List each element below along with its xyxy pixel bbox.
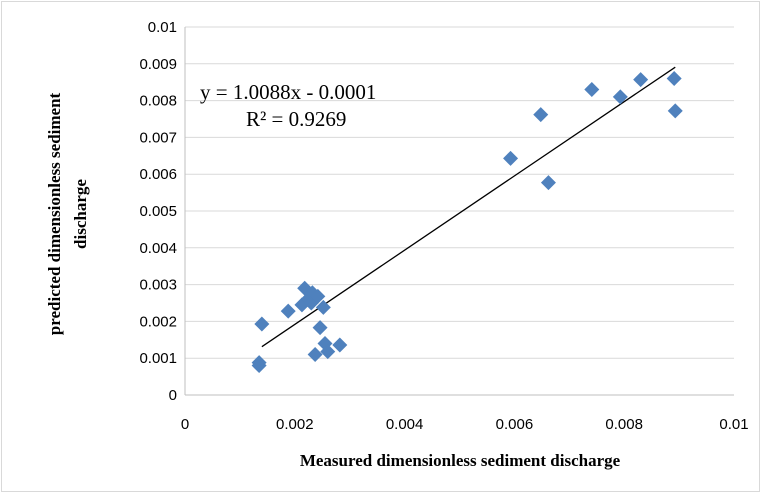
data-point	[280, 303, 296, 319]
data-point	[307, 347, 323, 363]
trendline	[261, 66, 676, 348]
data-point	[612, 89, 628, 105]
data-points	[251, 71, 683, 374]
x-tick-label: 0.01	[719, 416, 748, 433]
r-squared-label: R² = 0.9269	[246, 107, 346, 131]
y-tick-label: 0.007	[139, 129, 177, 146]
x-tick-labels: 0 0.002 0.004 0.006 0.008 0.01	[181, 416, 749, 433]
data-point	[310, 288, 326, 304]
gridlines	[185, 26, 734, 359]
y-tick-label: 0.003	[139, 277, 177, 294]
y-axis-title-line-2: discharge	[71, 179, 90, 249]
x-tick-label: 0	[181, 416, 189, 433]
y-tick-label: 0.004	[139, 240, 177, 257]
data-point	[312, 320, 328, 336]
data-point	[251, 355, 267, 371]
y-tick-label: 0.009	[139, 56, 177, 73]
data-point	[315, 299, 331, 315]
y-tick-label: 0.005	[139, 203, 177, 220]
x-axis-title: Measured dimensionless sediment discharg…	[300, 451, 621, 470]
y-tick-label: 0.008	[139, 93, 177, 110]
data-point	[533, 107, 549, 123]
x-tick-label: 0.002	[276, 416, 314, 433]
x-tick-label: 0.008	[605, 416, 643, 433]
y-tick-label: 0.002	[139, 313, 177, 330]
data-point	[666, 71, 682, 87]
data-point	[584, 82, 600, 98]
y-tick-label: 0	[169, 387, 177, 404]
data-point	[540, 175, 556, 191]
data-point	[332, 337, 348, 353]
trendline-equation: y = 1.0088x - 0.0001	[200, 80, 376, 104]
y-tick-label: 0.006	[139, 166, 177, 183]
y-axis-title-line-1: predicted dimensionless sediment	[45, 92, 64, 335]
x-tick-label: 0.004	[386, 416, 424, 433]
y-tick-label: 0.01	[148, 19, 177, 36]
y-tick-labels: 0 0.001 0.002 0.003 0.004 0.005 0.006 0.007 0.00…	[139, 19, 177, 404]
data-point	[320, 344, 336, 360]
x-tick-label: 0.006	[496, 416, 534, 433]
y-tick-label: 0.001	[139, 350, 177, 367]
data-point	[503, 150, 519, 166]
data-point	[667, 103, 683, 119]
data-point	[254, 316, 270, 332]
data-point	[633, 72, 649, 88]
